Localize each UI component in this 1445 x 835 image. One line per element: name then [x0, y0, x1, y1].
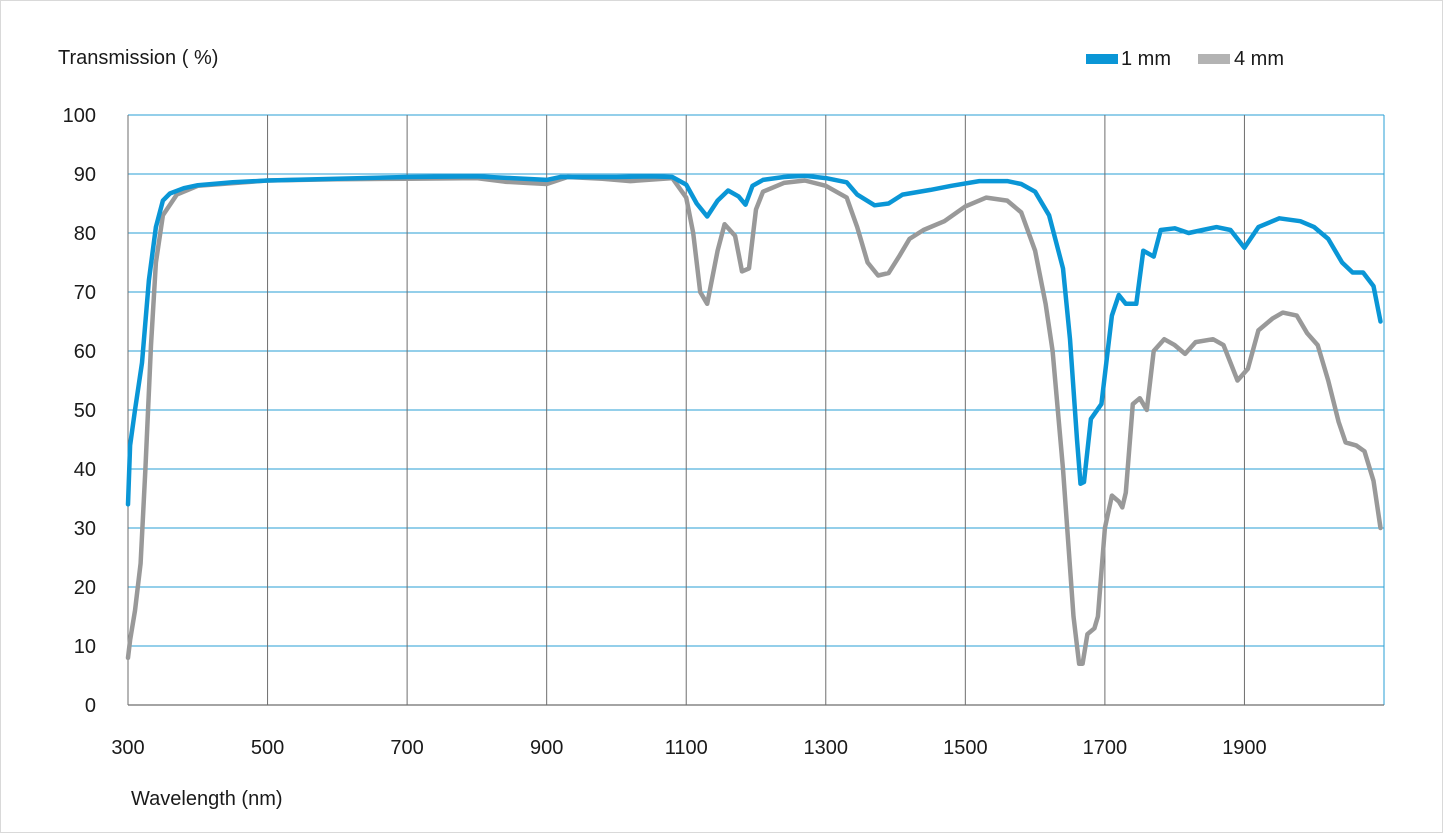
- legend-swatch-4mm: [1198, 54, 1230, 64]
- legend-swatch-1mm: [1086, 54, 1118, 64]
- x-tick-label-1500: 1500: [943, 737, 988, 759]
- y-tick-label-80: 80: [74, 223, 96, 245]
- x-tick-label-500: 500: [251, 737, 284, 759]
- y-tick-label-40: 40: [74, 459, 96, 481]
- series-line-4mm: [125, 174, 1383, 666]
- y-tick-label-70: 70: [74, 282, 96, 304]
- x-tick-label-900: 900: [530, 737, 563, 759]
- x-tick-label-1100: 1100: [665, 737, 708, 759]
- y-tick-label-10: 10: [74, 636, 96, 658]
- y-tick-label-60: 60: [74, 341, 96, 363]
- legend-label-4mm: 4 mm: [1234, 48, 1284, 70]
- y-axis-label: Transmission ( %): [58, 47, 218, 69]
- y-tick-label-30: 30: [74, 518, 96, 540]
- legend: 1 mm 4 mm: [1086, 48, 1284, 70]
- x-tick-labels: 300 500 700 900 1100 1300 1500 1700 1900: [111, 737, 1266, 759]
- x-tick-label-700: 700: [390, 737, 423, 759]
- x-tick-label-1700: 1700: [1083, 737, 1128, 759]
- grid: [127, 114, 1385, 706]
- x-axis-label: Wavelength (nm): [131, 788, 283, 810]
- y-tick-labels: 0 10 20 30 40 50 60 70 80 90 100: [63, 105, 96, 717]
- series-lines: [125, 173, 1383, 666]
- legend-label-1mm: 1 mm: [1121, 48, 1171, 70]
- series-line-1mm: [125, 173, 1383, 507]
- y-tick-label-20: 20: [74, 577, 96, 599]
- x-tick-label-1900: 1900: [1222, 737, 1267, 759]
- x-tick-label-1300: 1300: [804, 737, 849, 759]
- y-tick-label-100: 100: [63, 105, 96, 127]
- y-tick-label-90: 90: [74, 164, 96, 186]
- y-tick-label-0: 0: [85, 695, 96, 717]
- x-tick-label-300: 300: [111, 737, 144, 759]
- y-tick-label-50: 50: [74, 400, 96, 422]
